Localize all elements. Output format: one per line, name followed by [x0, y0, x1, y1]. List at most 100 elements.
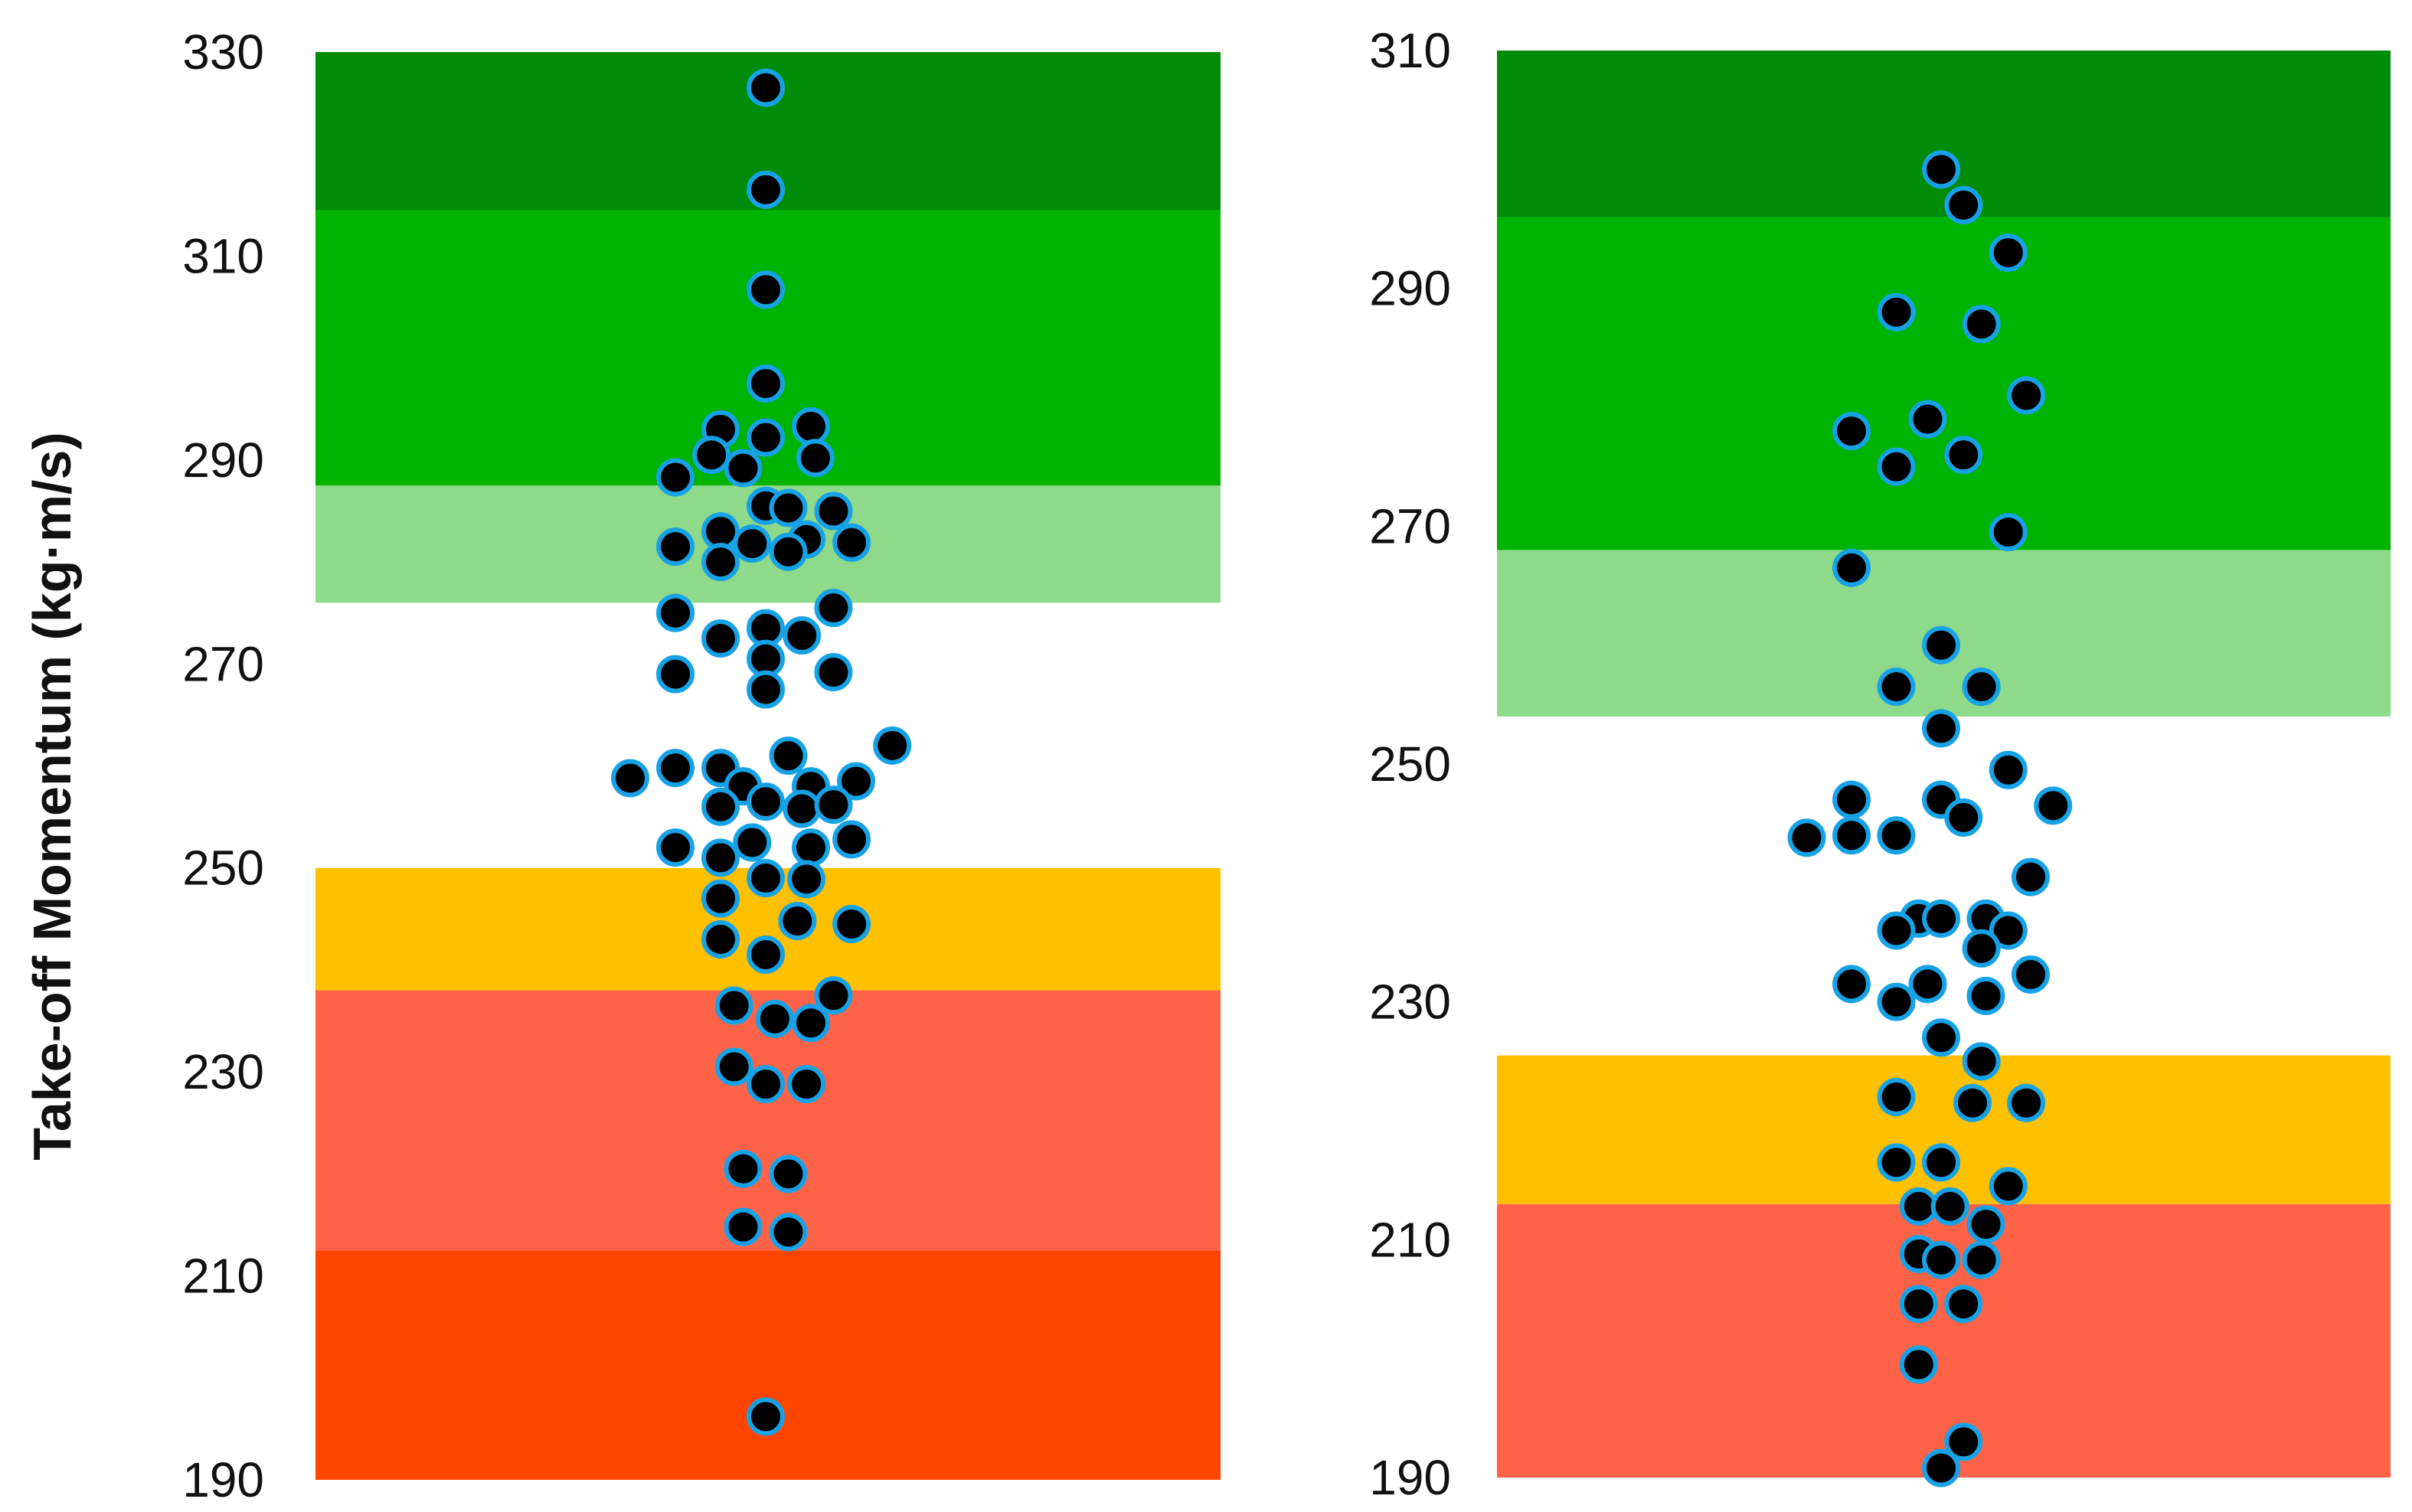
data-point — [769, 1213, 808, 1252]
y-tick-label: 230 — [182, 1044, 264, 1099]
data-point — [701, 543, 740, 582]
data-point — [769, 736, 808, 776]
data-point — [1832, 816, 1871, 855]
data-point — [656, 527, 695, 567]
data-point — [1877, 1143, 1916, 1182]
data-point — [755, 999, 794, 1038]
data-point — [2012, 857, 2050, 896]
band-1 — [1497, 1055, 2391, 1204]
y-tick-label: 270 — [1369, 498, 1451, 554]
data-point — [747, 1397, 785, 1436]
y-tick-label: 290 — [1369, 261, 1451, 316]
data-point — [832, 904, 871, 943]
data-point — [1832, 965, 1871, 1004]
data-point — [787, 1065, 826, 1104]
data-point — [1899, 1285, 1938, 1324]
data-point — [1989, 911, 2028, 950]
band-5 — [1497, 51, 2391, 217]
data-point — [1944, 185, 1983, 224]
data-point — [1922, 150, 1960, 189]
y-tick-label: 310 — [1369, 23, 1451, 78]
data-point — [1944, 1285, 1983, 1324]
data-point — [778, 901, 817, 940]
data-point — [837, 762, 875, 801]
data-point — [1944, 798, 1983, 837]
data-point — [747, 270, 785, 309]
data-point — [1962, 1240, 2001, 1279]
data-point — [814, 785, 853, 825]
data-point — [747, 935, 785, 974]
y-axis-title: Take-off Momentum (kg·m/s) — [22, 432, 82, 1161]
y-tick-label: 250 — [182, 841, 264, 896]
data-point — [814, 976, 853, 1015]
data-point — [1989, 1167, 2028, 1206]
data-point — [733, 823, 772, 862]
data-point — [1922, 1448, 1960, 1488]
data-point — [1922, 1240, 1960, 1279]
data-point — [783, 789, 822, 828]
data-point — [769, 532, 808, 571]
data-point — [1877, 1077, 1916, 1116]
chart-panel-right: 190 210 230 250 270 290 310 — [1369, 23, 2391, 1505]
data-point — [701, 919, 740, 958]
data-point — [747, 1065, 785, 1104]
data-point — [611, 759, 649, 798]
data-point — [792, 1004, 830, 1043]
data-point — [747, 170, 785, 209]
data-point — [656, 655, 695, 694]
data-point — [1877, 816, 1916, 855]
data-point — [1877, 911, 1916, 950]
data-point — [701, 787, 740, 826]
y-tick-label: 190 — [1369, 1450, 1451, 1505]
data-point — [796, 439, 835, 478]
data-point — [1962, 1042, 2001, 1081]
y-tick-label: 210 — [1369, 1212, 1451, 1267]
data-point — [692, 436, 731, 475]
data-point — [747, 670, 785, 709]
data-point — [1908, 400, 1947, 439]
data-point — [747, 418, 785, 457]
data-point — [1832, 412, 1871, 451]
data-point — [1966, 976, 2005, 1015]
data-point — [656, 828, 695, 867]
band-2 — [1497, 716, 2391, 1056]
data-point — [1832, 548, 1871, 587]
y-tick-label: 210 — [182, 1249, 264, 1304]
data-point — [1989, 750, 2028, 789]
data-point — [1877, 447, 1916, 486]
data-point — [1922, 899, 1960, 938]
data-point — [1899, 1345, 1938, 1384]
data-point — [787, 860, 826, 899]
data-point — [1922, 625, 1960, 665]
data-point — [1922, 709, 1960, 748]
data-point — [1877, 982, 1916, 1021]
data-point — [1877, 668, 1916, 707]
data-point — [832, 523, 871, 562]
data-point — [1908, 965, 1947, 1004]
data-point — [814, 589, 853, 628]
data-point — [1944, 1422, 1983, 1461]
band-0 — [315, 1250, 1221, 1480]
y-tick-label: 230 — [1369, 975, 1451, 1030]
chart-panel-left: 190 210 230 250 270 290 310 330 — [182, 24, 1221, 1507]
data-point — [747, 364, 785, 403]
data-point — [724, 449, 763, 488]
data-point — [832, 820, 871, 859]
data-point — [656, 458, 695, 497]
data-point — [1922, 1143, 1960, 1182]
data-point — [2034, 786, 2073, 825]
data-point — [747, 68, 785, 107]
data-point — [714, 1047, 753, 1086]
data-point — [873, 726, 912, 765]
data-point — [724, 1149, 763, 1188]
data-point — [714, 986, 753, 1025]
data-point — [1930, 1187, 1969, 1226]
data-point — [701, 879, 740, 918]
data-point — [1787, 818, 1826, 857]
data-point — [656, 749, 695, 788]
data-point — [2007, 376, 2046, 415]
data-point — [1989, 513, 2028, 552]
data-point — [1962, 668, 2001, 707]
data-point — [1989, 233, 2028, 273]
data-point — [769, 488, 808, 527]
